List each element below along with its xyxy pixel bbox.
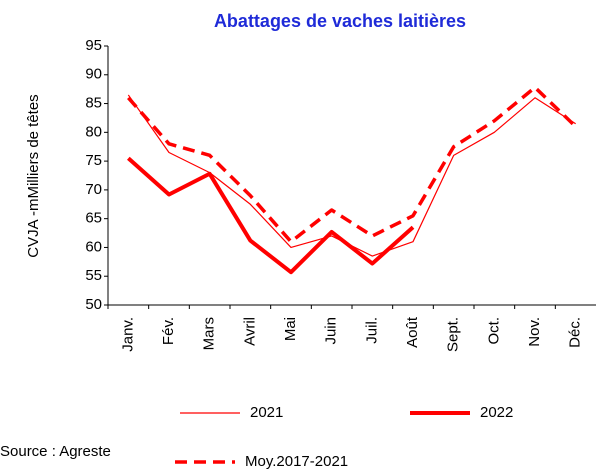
- x-tick-label: Mars: [201, 317, 218, 350]
- y-tick-label: 50: [85, 296, 102, 313]
- y-tick-label: 75: [85, 152, 102, 169]
- x-tick-label: Avril: [241, 317, 258, 346]
- legend-label: 2021: [250, 404, 283, 421]
- y-tick-label: 60: [85, 238, 102, 255]
- y-axis-label: CVJA -mMilliers de têtes: [25, 94, 42, 257]
- line-series: [127, 85, 577, 244]
- y-tick-label: 95: [85, 37, 102, 54]
- line-series: [127, 94, 576, 257]
- y-tick-label: 90: [85, 66, 102, 83]
- x-tick-label: Mai: [282, 317, 299, 341]
- y-tick-label: 65: [85, 210, 102, 227]
- x-tick-label: Nov.: [526, 317, 543, 347]
- x-tick-label: Fév.: [160, 317, 177, 345]
- x-tick-label: Déc.: [567, 317, 584, 348]
- y-tick-label: 85: [85, 95, 102, 112]
- x-tick-label: Juil.: [363, 317, 380, 344]
- y-tick-label: 80: [85, 123, 102, 140]
- legend-label: 2022: [480, 404, 513, 421]
- y-tick-label: 55: [85, 267, 102, 284]
- line-series: [127, 156, 415, 275]
- source: Source : Agreste: [0, 443, 111, 460]
- y-tick-label: 70: [85, 181, 102, 198]
- x-tick-label: Août: [404, 316, 421, 348]
- x-tick-label: Juin: [323, 317, 340, 345]
- x-tick-label: Sept.: [445, 317, 462, 352]
- x-tick-label: Oct.: [485, 317, 502, 345]
- chart-title: Abattages de vaches laitières: [214, 11, 466, 31]
- legend-label: Moy.2017-2021: [245, 453, 348, 470]
- x-tick-label: Janv.: [119, 317, 136, 352]
